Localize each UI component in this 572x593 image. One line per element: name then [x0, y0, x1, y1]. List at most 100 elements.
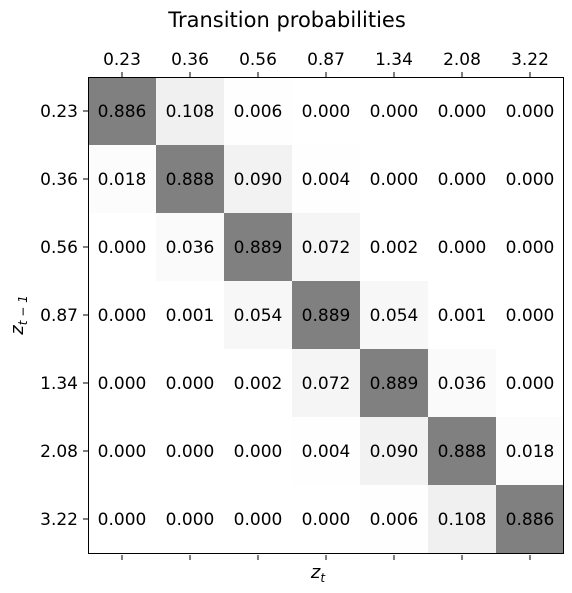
cell-value-r3-c4: 0.054 — [370, 306, 419, 326]
plot-frame — [88, 77, 564, 554]
heatmap-cell-r2-c2 — [224, 213, 292, 281]
x-tick-label-1: 0.36 — [171, 50, 209, 70]
heatmap-cell-r1-c5 — [428, 145, 496, 213]
cell-value-r3-c2: 0.054 — [234, 306, 283, 326]
heatmap-cell-r0-c2 — [224, 77, 292, 145]
heatmap-cell-r4-c2 — [224, 349, 292, 417]
cell-value-r6-c4: 0.006 — [370, 510, 419, 530]
cell-value-r0-c5: 0.000 — [438, 102, 487, 122]
y-tick-label-5: 2.08 — [40, 442, 78, 462]
cell-value-r5-c5: 0.888 — [438, 442, 487, 462]
heatmap-cell-r0-c6 — [496, 77, 564, 145]
heatmap-cell-r6-c4 — [360, 485, 428, 553]
cell-value-r3-c0: 0.000 — [98, 306, 147, 326]
heatmap-cell-r2-c5 — [428, 213, 496, 281]
heatmap-cell-r6-c6 — [496, 485, 564, 553]
cell-value-r3-c6: 0.000 — [506, 306, 555, 326]
x-axis-ticks-bottom — [121, 555, 531, 560]
cell-value-r4-c5: 0.036 — [438, 374, 487, 394]
heatmap-cell-r2-c6 — [496, 213, 564, 281]
cell-value-r4-c6: 0.000 — [506, 374, 555, 394]
chart-title: Transition probabilities — [167, 8, 406, 32]
heatmap-cell-r0-c1 — [156, 77, 224, 145]
cell-value-r5-c6: 0.018 — [506, 442, 555, 462]
heatmap-cell-r6-c5 — [428, 485, 496, 553]
heatmap-cell-r0-c5 — [428, 77, 496, 145]
y-tick-label-3: 0.87 — [40, 306, 78, 326]
cell-value-r6-c0: 0.000 — [98, 510, 147, 530]
cell-value-r5-c0: 0.000 — [98, 442, 147, 462]
cell-value-r6-c6: 0.886 — [506, 510, 555, 530]
y-tick-label-4: 1.34 — [40, 374, 78, 394]
y-axis-ticks: 0.23 0.36 0.56 0.87 1.34 2.08 3.22 — [40, 102, 88, 530]
cell-value-r5-c4: 0.090 — [370, 442, 419, 462]
cell-value-r2-c5: 0.000 — [438, 238, 487, 258]
cell-value-r2-c3: 0.072 — [302, 238, 351, 258]
cell-value-r5-c1: 0.000 — [166, 442, 215, 462]
x-tick-label-0: 0.23 — [103, 50, 141, 70]
x-tick-label-2: 0.56 — [239, 50, 277, 70]
cell-value-r1-c5: 0.000 — [438, 170, 487, 190]
heatmap-cell-r4-c4 — [360, 349, 428, 417]
y-tick-label-1: 0.36 — [40, 170, 78, 190]
x-tick-label-6: 3.22 — [511, 50, 549, 70]
cell-value-labels: 0.886 0.108 0.006 0.000 0.000 0.000 0.000 0.018… — [98, 102, 555, 530]
heatmap-cell-r3-c3 — [292, 281, 360, 349]
heatmap-cell-r4-c3 — [292, 349, 360, 417]
heatmap-cell-r1-c2 — [224, 145, 292, 213]
heatmap-cell-r1-c3 — [292, 145, 360, 213]
heatmap-cell-r0-c4 — [360, 77, 428, 145]
cell-value-r4-c3: 0.072 — [302, 374, 351, 394]
y-tick-label-0: 0.23 — [40, 102, 78, 122]
cell-value-r0-c2: 0.006 — [234, 102, 283, 122]
y-tick-label-2: 0.56 — [40, 238, 78, 258]
heatmap-cell-r5-c0 — [88, 417, 156, 485]
heatmap-cell-r0-c3 — [292, 77, 360, 145]
cell-value-r4-c2: 0.002 — [234, 374, 283, 394]
heatmap-cell-r3-c6 — [496, 281, 564, 349]
heatmap-cell-r4-c0 — [88, 349, 156, 417]
cell-value-r5-c3: 0.004 — [302, 442, 351, 462]
heatmap-cell-r5-c6 — [496, 417, 564, 485]
heatmap-cell-r1-c1 — [156, 145, 224, 213]
heatmap-cell-r4-c5 — [428, 349, 496, 417]
heatmap-cell-r2-c1 — [156, 213, 224, 281]
heatmap-cell-r1-c6 — [496, 145, 564, 213]
cell-value-r1-c1: 0.888 — [166, 170, 215, 190]
cell-value-r1-c4: 0.000 — [370, 170, 419, 190]
heatmap-cell-r4-c1 — [156, 349, 224, 417]
cell-value-r2-c2: 0.889 — [234, 238, 283, 258]
heatmap-cell-r3-c2 — [224, 281, 292, 349]
heatmap-cell-r1-c4 — [360, 145, 428, 213]
cell-value-r2-c4: 0.002 — [370, 238, 419, 258]
heatmap-cell-r3-c0 — [88, 281, 156, 349]
cell-value-r6-c2: 0.000 — [234, 510, 283, 530]
y-tick-label-6: 3.22 — [40, 510, 78, 530]
heatmap-cell-r3-c1 — [156, 281, 224, 349]
heatmap-cell-r6-c0 — [88, 485, 156, 553]
cell-value-r1-c0: 0.018 — [98, 170, 147, 190]
cell-value-r2-c6: 0.000 — [506, 238, 555, 258]
cell-value-r4-c0: 0.000 — [98, 374, 147, 394]
heatmap-cell-r2-c3 — [292, 213, 360, 281]
cell-value-r0-c3: 0.000 — [302, 102, 351, 122]
y-axis-label: zt − 1 — [7, 295, 30, 335]
heatmap-cell-r6-c3 — [292, 485, 360, 553]
cell-value-r0-c0: 0.886 — [98, 102, 147, 122]
cell-value-r6-c1: 0.000 — [166, 510, 215, 530]
cell-value-r2-c1: 0.036 — [166, 238, 215, 258]
cell-value-r6-c5: 0.108 — [438, 510, 487, 530]
heatmap-cell-r5-c1 — [156, 417, 224, 485]
x-tick-label-4: 1.34 — [375, 50, 413, 70]
x-tick-label-3: 0.87 — [307, 50, 345, 70]
cell-value-r3-c5: 0.001 — [438, 306, 487, 326]
heatmap-cell-r5-c5 — [428, 417, 496, 485]
heatmap-cell-r0-c0 — [88, 77, 156, 145]
cell-value-r3-c1: 0.001 — [166, 306, 215, 326]
x-tick-label-5: 2.08 — [443, 50, 481, 70]
heatmap-cell-r3-c5 — [428, 281, 496, 349]
heatmap-cell-r1-c0 — [88, 145, 156, 213]
heatmap-cell-r6-c1 — [156, 485, 224, 553]
cell-value-r3-c3: 0.889 — [302, 306, 351, 326]
